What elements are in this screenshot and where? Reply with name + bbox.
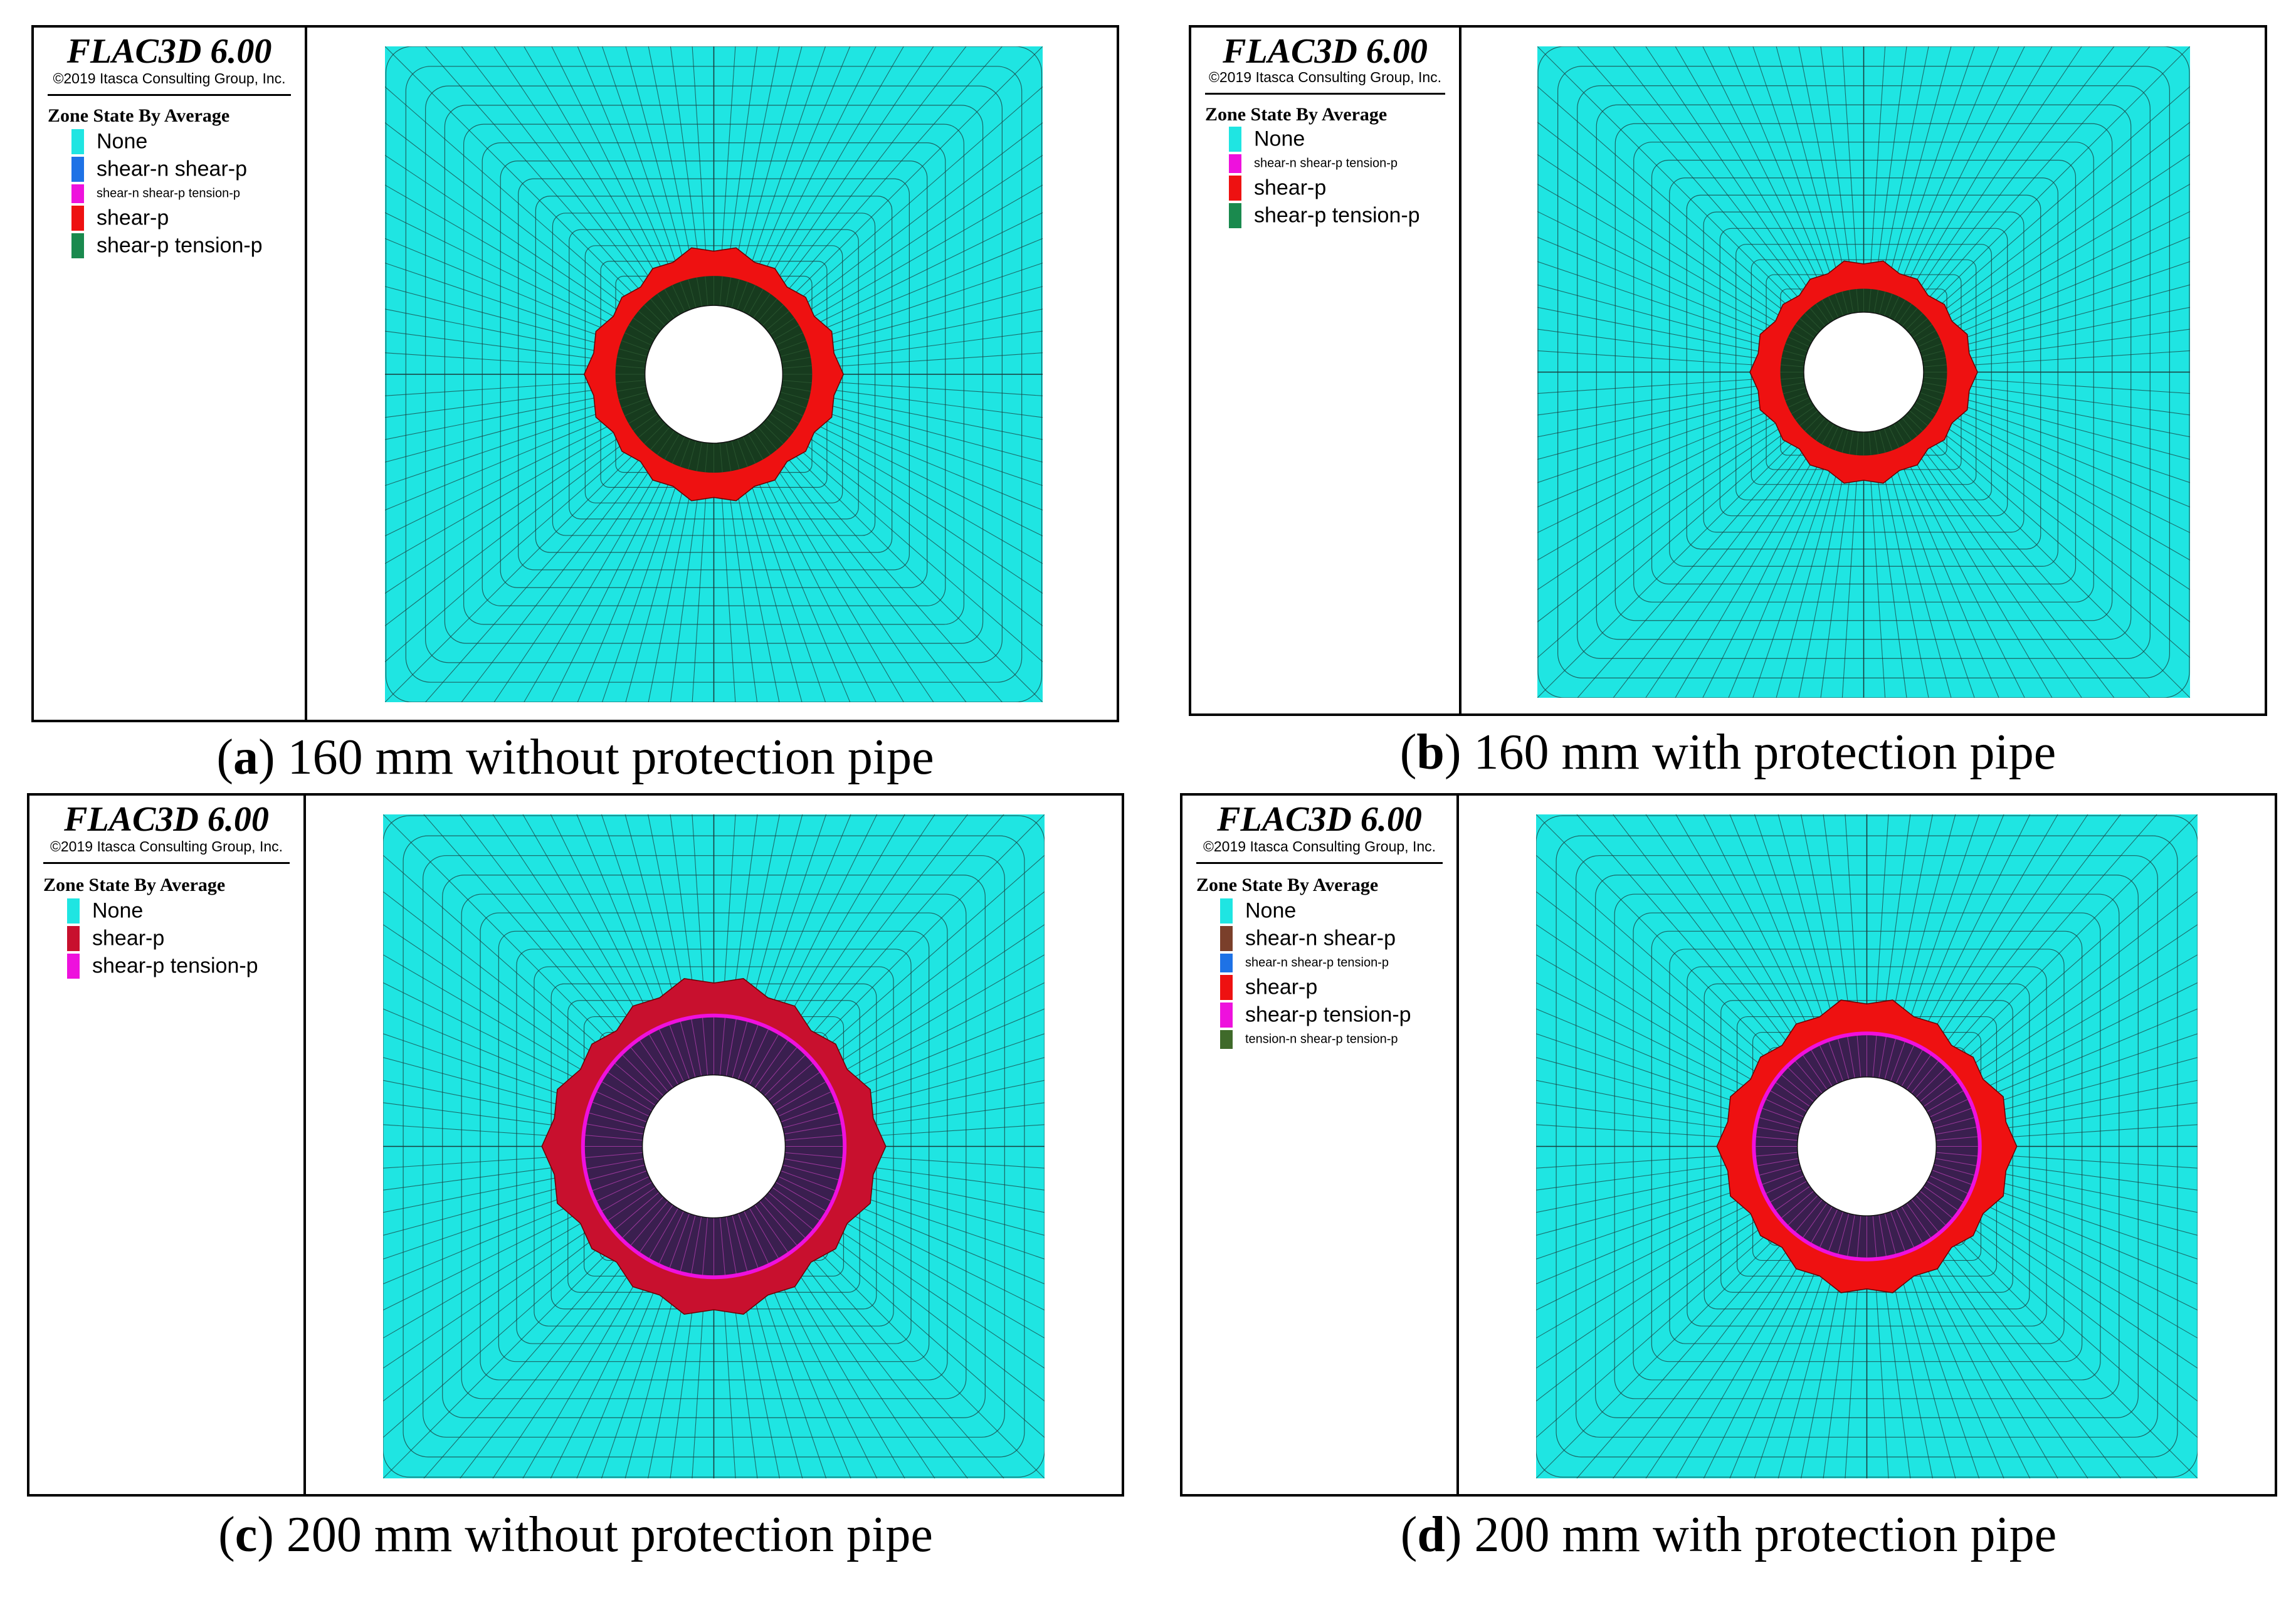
legend-label: None xyxy=(1254,127,1305,151)
legend-heading-c: Zone State By Average xyxy=(43,875,226,895)
legend-label: shear-n shear-p xyxy=(1245,926,1396,950)
caption-text-a: 160 mm without protection pipe xyxy=(287,730,934,785)
mesh-radials xyxy=(1537,46,2190,698)
legend-label: shear-p tension-p xyxy=(97,233,263,258)
caption-text-b: 160 mm with protection pipe xyxy=(1473,725,2056,780)
panel-d: FLAC3D 6.00 ©2019 Itasca Consulting Grou… xyxy=(1180,793,2277,1497)
inner-ring-mesh xyxy=(615,276,813,473)
legend-swatch xyxy=(1220,1030,1233,1049)
legend-label: shear-p tension-p xyxy=(1254,203,1420,228)
panel-a: FLAC3D 6.00 ©2019 Itasca Consulting Grou… xyxy=(31,25,1119,722)
borehole xyxy=(644,305,784,444)
legend-rule-d xyxy=(1196,862,1443,864)
legend-label: shear-n shear-p tension-p xyxy=(97,186,241,201)
inner-ring-mesh xyxy=(1756,1035,1978,1258)
legend-heading-a: Zone State By Average xyxy=(48,105,230,126)
caption-d: (d) 200 mm with protection pipe xyxy=(1400,1507,2057,1562)
legend-label: None xyxy=(97,129,148,154)
copyright-a: ©2019 Itasca Consulting Group, Inc. xyxy=(53,70,286,87)
legend-swatch xyxy=(71,233,84,258)
mesh-plot-c xyxy=(383,814,1045,1478)
legend-label: shear-p tension-p xyxy=(92,954,258,978)
caption-letter-a: a xyxy=(233,730,258,785)
caption-letter-c: c xyxy=(234,1507,258,1562)
legend-swatch xyxy=(67,926,80,951)
caption-b: (b) 160 mm with protection pipe xyxy=(1399,725,2056,780)
inner-ring-mesh xyxy=(1780,288,1947,456)
legend-rule-b xyxy=(1205,93,1445,95)
legend-swatch xyxy=(67,898,80,924)
legend-label: shear-p xyxy=(1254,176,1327,200)
caption-text-d: 200 mm with protection pipe xyxy=(1474,1507,2057,1562)
caption-c: (c) 200 mm without protection pipe xyxy=(218,1507,933,1562)
legend-swatch xyxy=(71,184,84,203)
legend-label: shear-n shear-p tension-p xyxy=(1254,156,1398,171)
legend-swatch xyxy=(1220,898,1233,924)
software-title-a: FLAC3D 6.00 xyxy=(66,32,272,71)
legend-label: shear-n shear-p xyxy=(97,157,248,181)
caption-text-c: 200 mm without protection pipe xyxy=(286,1507,933,1562)
legend-swatch xyxy=(1229,203,1241,228)
legend-swatch xyxy=(1229,154,1241,173)
legend-label: None xyxy=(1245,898,1297,923)
legend-swatch xyxy=(67,954,80,979)
copyright-b: ©2019 Itasca Consulting Group, Inc. xyxy=(1208,69,1442,85)
legend-swatch xyxy=(1220,954,1233,972)
borehole xyxy=(1796,1076,1937,1217)
legend-swatch xyxy=(71,129,84,154)
software-title-c: FLAC3D 6.00 xyxy=(64,800,269,839)
inner-ring-mesh xyxy=(584,1017,843,1276)
legend-label: shear-p xyxy=(92,926,165,950)
legend-swatch xyxy=(71,157,84,182)
legend-heading-b: Zone State By Average xyxy=(1205,104,1388,125)
legend-label: shear-p tension-p xyxy=(1245,1003,1411,1027)
borehole xyxy=(1803,312,1924,433)
legend-swatch xyxy=(1229,176,1241,201)
copyright-c: ©2019 Itasca Consulting Group, Inc. xyxy=(50,838,283,855)
legend-swatch xyxy=(1220,975,1233,1000)
legend-c: FLAC3D 6.00 ©2019 Itasca Consulting Grou… xyxy=(29,796,306,1494)
legend-swatch xyxy=(71,206,84,231)
panel-c: FLAC3D 6.00 ©2019 Itasca Consulting Grou… xyxy=(27,793,1124,1497)
mesh-plot-b xyxy=(1537,46,2190,698)
legend-label: shear-p xyxy=(97,206,169,230)
legend-swatch xyxy=(1220,926,1233,951)
legend-b: FLAC3D 6.00 ©2019 Itasca Consulting Grou… xyxy=(1191,28,1461,713)
legend-swatch xyxy=(1229,127,1241,152)
panel-b: FLAC3D 6.00 ©2019 Itasca Consulting Grou… xyxy=(1189,25,2267,716)
mesh-plot-d xyxy=(1536,814,2198,1478)
caption-letter-b: b xyxy=(1416,725,1445,780)
legend-label: None xyxy=(92,898,144,923)
borehole xyxy=(641,1074,786,1219)
legend-label: tension-n shear-p tension-p xyxy=(1245,1032,1398,1046)
mesh-plot-a xyxy=(385,46,1043,702)
caption-a: (a) 160 mm without protection pipe xyxy=(216,730,934,785)
legend-a: FLAC3D 6.00 ©2019 Itasca Consulting Grou… xyxy=(34,28,307,720)
legend-heading-d: Zone State By Average xyxy=(1196,875,1379,895)
software-title-d: FLAC3D 6.00 xyxy=(1217,800,1422,839)
legend-rule-c xyxy=(43,862,290,864)
legend-label: shear-p xyxy=(1245,975,1318,999)
caption-letter-d: d xyxy=(1417,1507,1445,1562)
legend-rule-a xyxy=(48,94,291,96)
software-title-b: FLAC3D 6.00 xyxy=(1223,32,1428,71)
copyright-d: ©2019 Itasca Consulting Group, Inc. xyxy=(1203,838,1436,855)
legend-d: FLAC3D 6.00 ©2019 Itasca Consulting Grou… xyxy=(1182,796,1459,1494)
legend-swatch xyxy=(1220,1003,1233,1028)
legend-label: shear-n shear-p tension-p xyxy=(1245,955,1389,970)
